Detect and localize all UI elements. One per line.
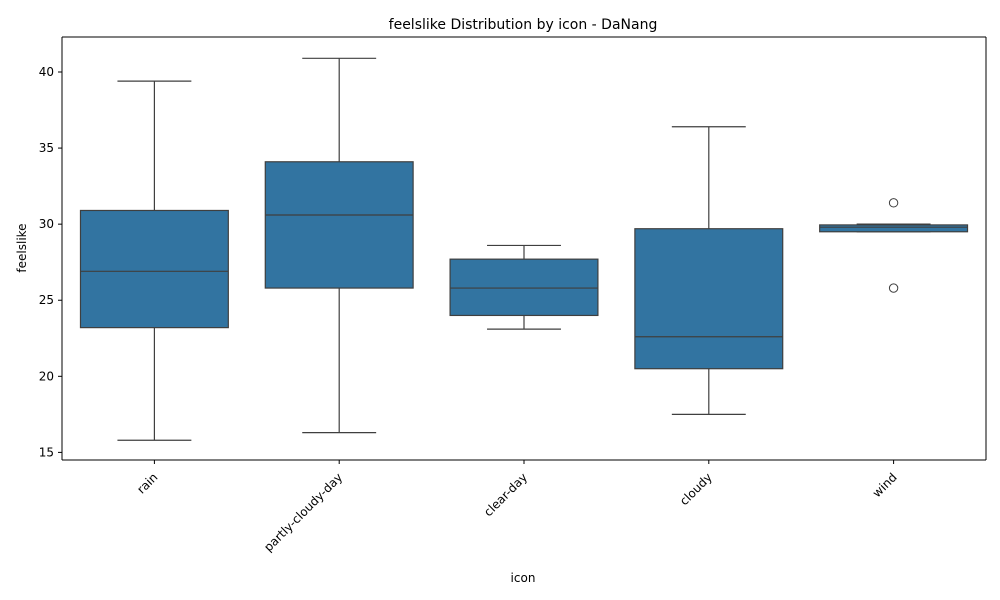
y-tick-label: 25 bbox=[39, 293, 54, 307]
box bbox=[634, 228, 784, 370]
y-tick-label: 20 bbox=[39, 369, 54, 383]
x-tick-label: clear-day bbox=[481, 470, 530, 519]
chart-title: feelslike Distribution by icon - DaNang bbox=[389, 17, 658, 33]
x-tick-label: wind bbox=[870, 470, 900, 500]
box bbox=[819, 224, 969, 233]
outlier-point bbox=[888, 198, 899, 208]
x-tick-label: cloudy bbox=[677, 470, 715, 508]
box-group-clear-day bbox=[449, 244, 599, 330]
box-group-rain bbox=[79, 80, 229, 441]
x-tick-label: partly-cloudy-day bbox=[261, 470, 345, 554]
y-tick-label: 30 bbox=[39, 217, 54, 231]
plot-area: 15 20 25 30 35 40 rain partly-cloudy-day clear-d… bbox=[39, 36, 987, 554]
box bbox=[79, 209, 229, 329]
outlier-point bbox=[888, 283, 899, 293]
x-tick-label: rain bbox=[134, 470, 160, 496]
y-axis-label: feelslike bbox=[15, 223, 29, 272]
y-tick-label: 35 bbox=[39, 141, 54, 155]
box bbox=[449, 258, 599, 317]
y-tick-label: 15 bbox=[39, 445, 54, 459]
box-group-partly-cloudy-day bbox=[264, 57, 414, 434]
y-tick-label: 40 bbox=[39, 65, 54, 79]
box-group-wind bbox=[819, 198, 969, 293]
x-axis-label: icon bbox=[511, 571, 536, 585]
box-group-cloudy bbox=[634, 126, 784, 415]
box bbox=[264, 161, 414, 289]
